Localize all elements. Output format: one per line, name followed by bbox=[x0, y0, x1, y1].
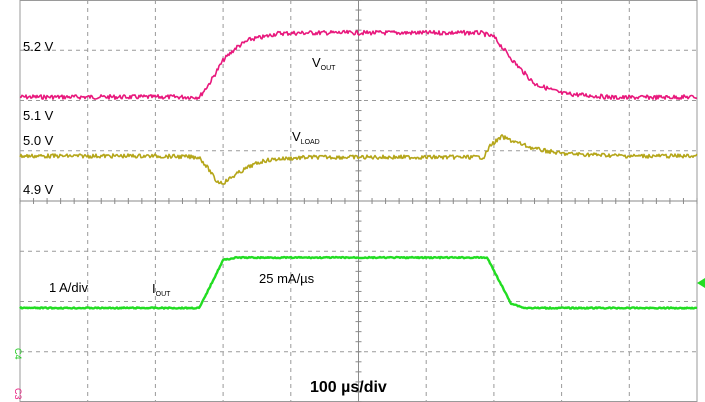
vload-level-low-label: 4.9 V bbox=[23, 182, 54, 197]
vout-series-name: V bbox=[312, 55, 321, 70]
channel-marker-c3: C3 bbox=[13, 388, 23, 400]
iout-series-label: IOUT bbox=[152, 281, 171, 298]
channel-marker-c4: C4 bbox=[13, 348, 23, 360]
vload-trace bbox=[19, 134, 698, 185]
trigger-level-marker bbox=[697, 278, 705, 288]
vout-series-label: VOUT bbox=[312, 55, 336, 72]
timebase-label: 100 µs/div bbox=[310, 379, 387, 396]
iout-trace bbox=[19, 255, 698, 310]
graticule bbox=[19, 0, 698, 402]
vout-level-high-label: 5.2 V bbox=[23, 39, 54, 54]
iout-scale-label: 1 A/div bbox=[49, 280, 89, 295]
vload-level-high-label: 5.0 V bbox=[23, 133, 54, 148]
vout-level-low-label: 5.1 V bbox=[23, 108, 54, 123]
slew-rate-label: 25 mA/µs bbox=[259, 271, 315, 286]
vout-series-sub: OUT bbox=[321, 65, 337, 72]
vload-series-sub: LOAD bbox=[301, 139, 320, 146]
vout-trace bbox=[19, 29, 698, 101]
vload-series-name: V bbox=[292, 129, 301, 144]
traces bbox=[19, 29, 698, 310]
iout-series-sub: OUT bbox=[156, 291, 172, 298]
iout-series-name: I bbox=[152, 281, 156, 296]
vload-series-label: VLOAD bbox=[292, 129, 320, 146]
